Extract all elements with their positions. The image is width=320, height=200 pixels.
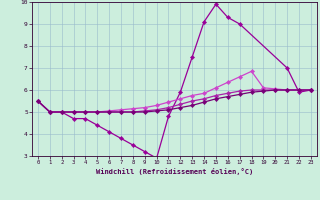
X-axis label: Windchill (Refroidissement éolien,°C): Windchill (Refroidissement éolien,°C) (96, 168, 253, 175)
